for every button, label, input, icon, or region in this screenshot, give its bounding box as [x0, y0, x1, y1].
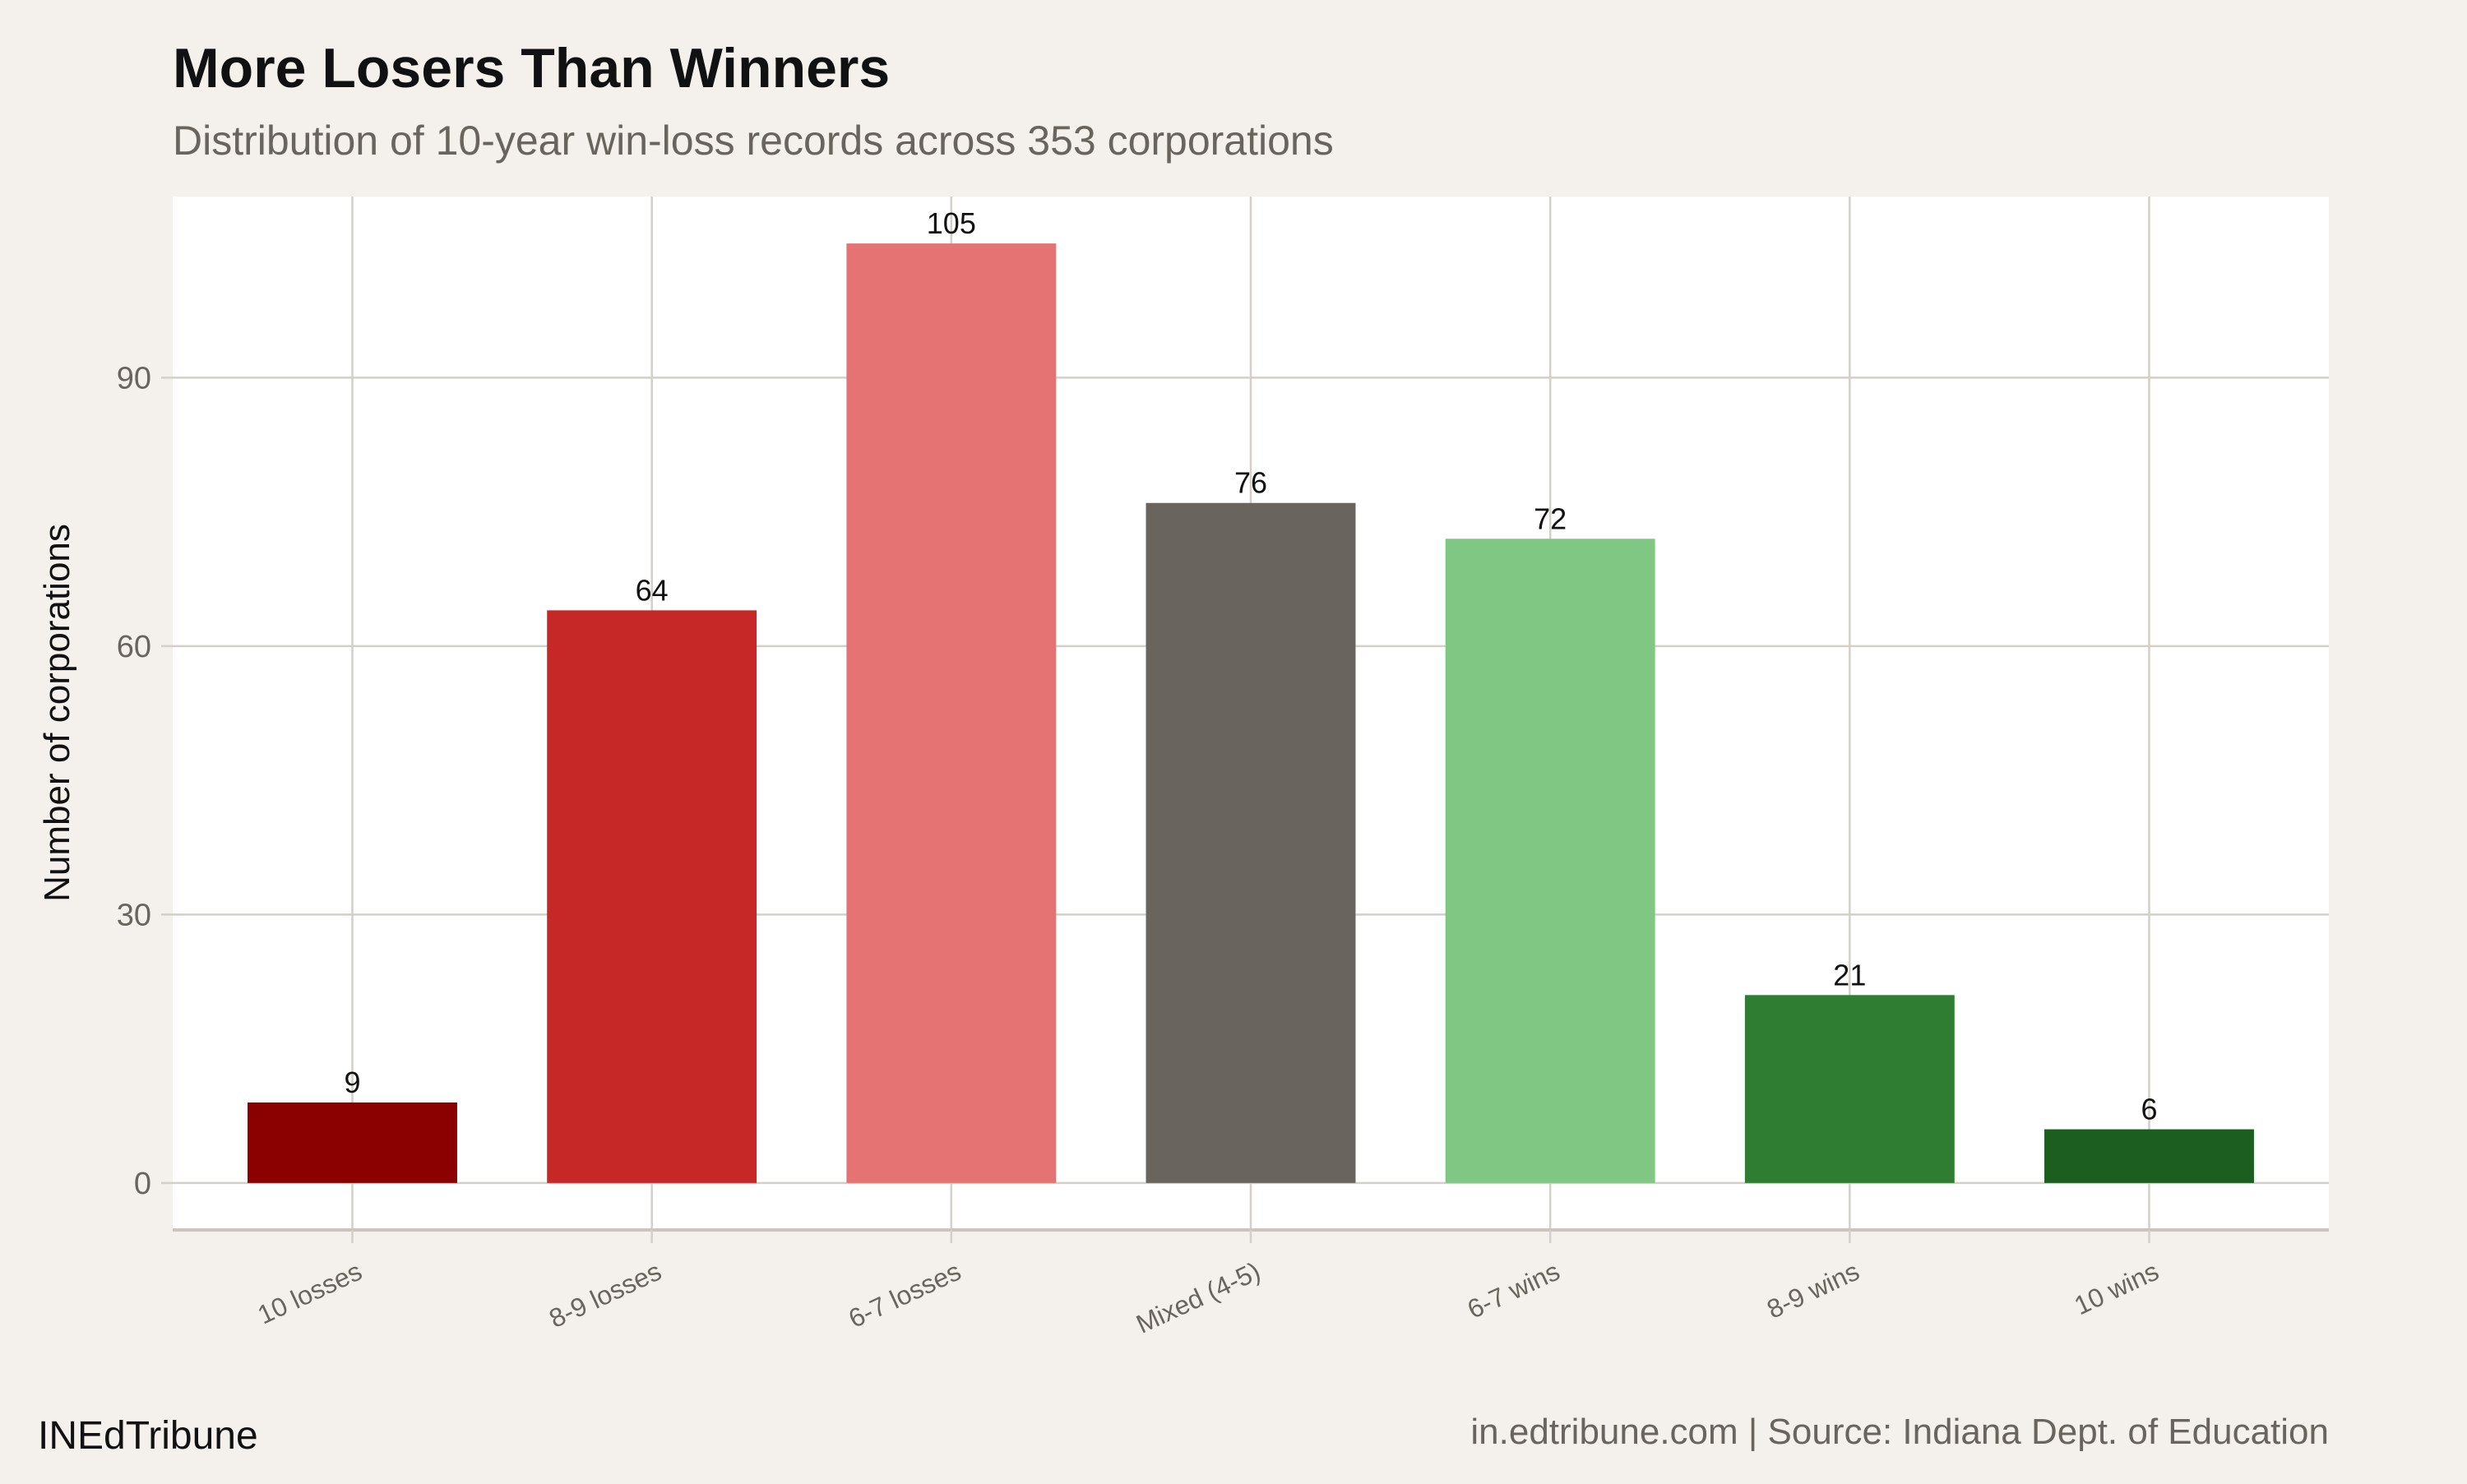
footer-brand: INEdTribune	[38, 1414, 258, 1458]
bar	[1744, 995, 1955, 1183]
y-axis-title: Number of corporations	[37, 524, 77, 902]
y-tick-label: 60	[117, 630, 151, 664]
chart-subtitle: Distribution of 10-year win-loss records…	[173, 118, 1334, 164]
bar-value-label: 105	[927, 206, 976, 240]
y-tick-label: 30	[117, 898, 151, 932]
bar	[1146, 502, 1356, 1183]
bar-value-label: 6	[2141, 1093, 2157, 1126]
y-tick-label: 0	[134, 1167, 151, 1201]
bar-value-label: 64	[636, 573, 669, 607]
bars	[248, 243, 2254, 1183]
footer-source: in.edtribune.com | Source: Indiana Dept.…	[1470, 1412, 2329, 1452]
bar	[2044, 1129, 2254, 1183]
bar	[547, 610, 757, 1183]
bar	[248, 1102, 457, 1183]
bar	[846, 243, 1057, 1183]
bar	[1445, 539, 1655, 1183]
y-axis: 0 30 60 90	[117, 361, 173, 1201]
data-labels: 9 64 105 76 72 21 6	[344, 206, 2157, 1126]
bar-value-label: 9	[344, 1066, 360, 1099]
bar-value-label: 72	[1534, 502, 1567, 535]
y-tick-label: 90	[117, 361, 151, 395]
bar-value-label: 76	[1234, 466, 1267, 500]
chart-title: More Losers Than Winners	[173, 37, 890, 99]
bar-value-label: 21	[1833, 958, 1866, 992]
